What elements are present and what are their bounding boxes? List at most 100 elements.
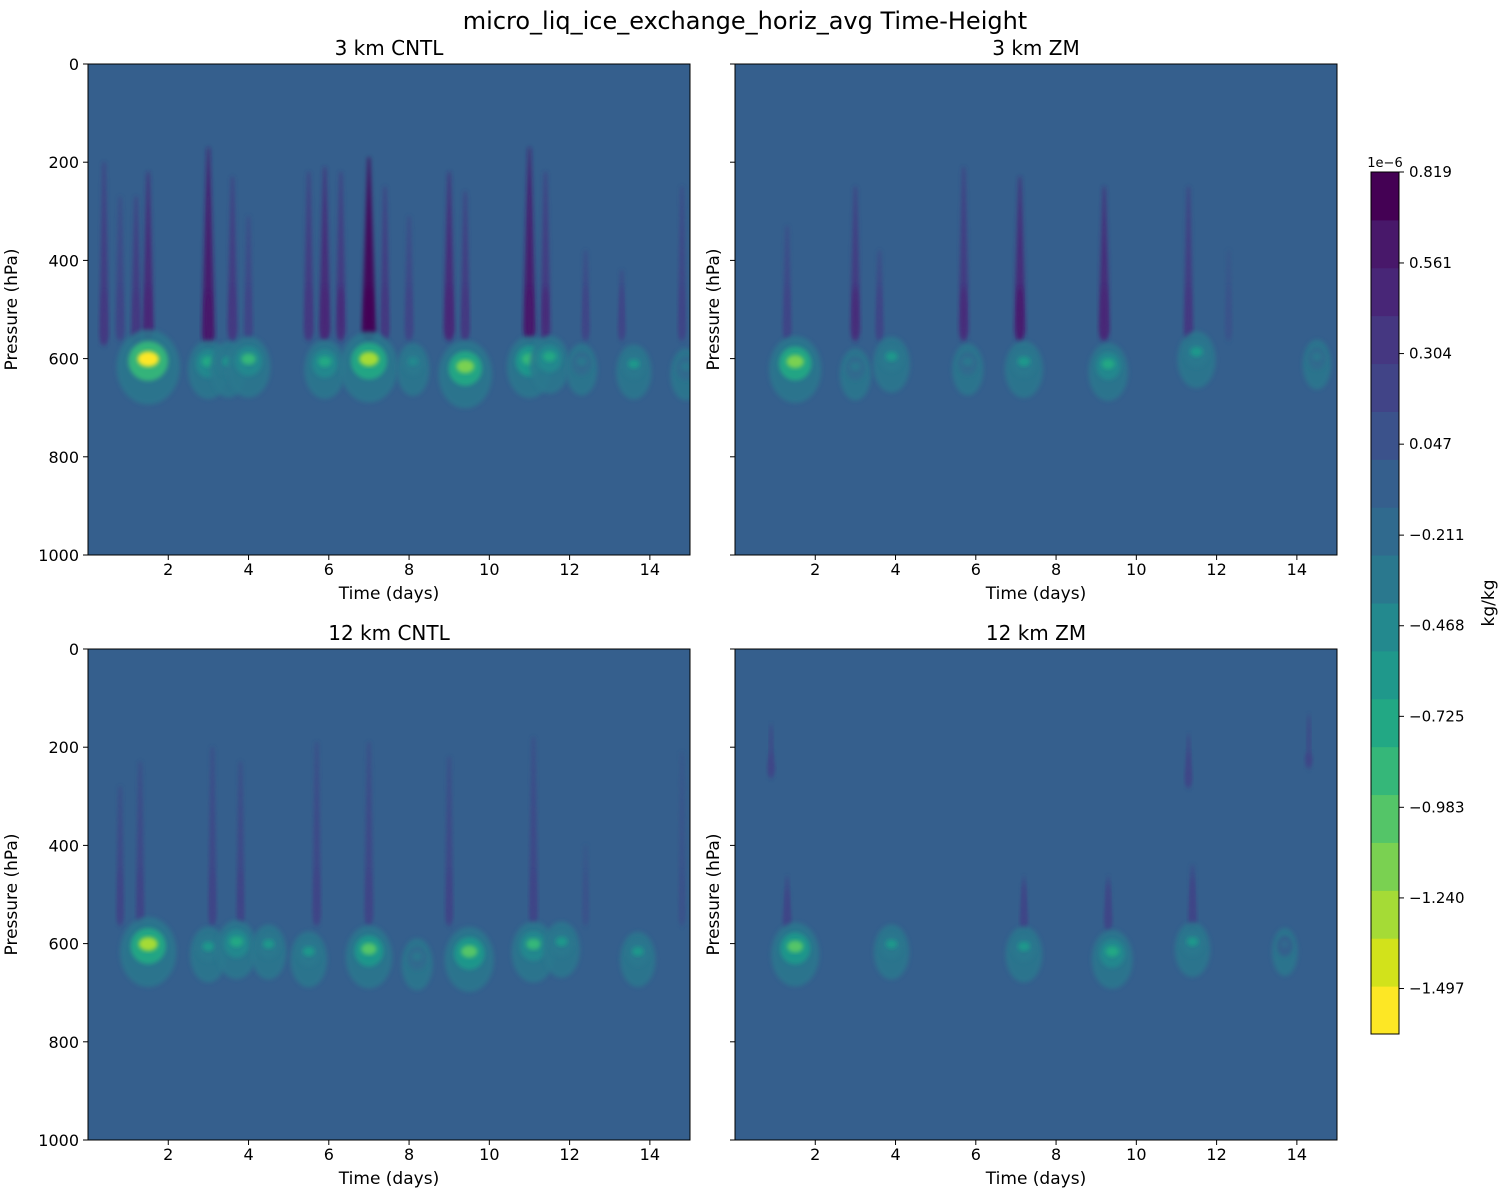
colorbar-level <box>1371 267 1399 317</box>
x-tick-label: 14 <box>640 560 660 579</box>
melt-core <box>1017 941 1030 952</box>
updraft-core <box>679 870 685 927</box>
updraft-streak <box>460 191 471 339</box>
figure-title: micro_liq_ice_exchange_horiz_avg Time-He… <box>463 7 1027 35</box>
contour-field <box>769 167 1332 404</box>
contour-field <box>767 713 1313 989</box>
colorbar-tick-label: 0.819 <box>1409 163 1452 181</box>
updraft-core <box>117 285 123 342</box>
y-tick-label: 800 <box>48 448 79 467</box>
melt-core <box>412 952 423 961</box>
updraft-core <box>210 870 215 927</box>
updraft-streak <box>958 167 970 339</box>
colorbar-level <box>1371 459 1399 508</box>
colorbar-level <box>1371 507 1399 556</box>
x-tick-label: 2 <box>810 1145 820 1164</box>
x-tick-label: 12 <box>1206 1145 1226 1164</box>
colorbar-level <box>1371 315 1399 365</box>
updraft-core <box>583 870 588 927</box>
melt-core <box>1105 946 1120 957</box>
y-axis-label: Pressure (hPa) <box>2 834 22 956</box>
x-tick-label: 2 <box>163 560 173 579</box>
y-axis-label: Pressure (hPa) <box>2 249 22 371</box>
melt-core <box>962 357 973 366</box>
updraft-core <box>784 285 790 342</box>
melt-core <box>885 351 898 362</box>
colorbar-level <box>1371 172 1399 221</box>
updraft-core <box>366 870 372 927</box>
y-tick-label: 600 <box>48 350 79 369</box>
x-tick-label: 4 <box>243 1145 253 1164</box>
updraft-core <box>1185 285 1192 342</box>
updraft-core <box>145 285 152 342</box>
x-axis-label: Time (days) <box>338 1169 439 1189</box>
updraft-streak <box>850 186 861 339</box>
y-axis-label: Pressure (hPa) <box>704 834 724 956</box>
panel-title: 3 km CNTL <box>335 36 445 60</box>
updraft-core <box>446 870 452 927</box>
updraft-streak <box>99 162 109 344</box>
updraft-core <box>137 870 143 927</box>
x-tick-label: 10 <box>479 560 499 579</box>
panel-title: 12 km CNTL <box>328 621 450 645</box>
colorbar-level <box>1371 363 1399 412</box>
melt-core <box>1312 352 1322 361</box>
contour-field <box>116 737 686 992</box>
melt-core <box>456 359 475 374</box>
x-tick-label: 12 <box>559 1145 579 1164</box>
y-tick-label: 800 <box>48 1033 79 1052</box>
updraft-core <box>305 285 312 342</box>
updraft-core <box>314 870 320 927</box>
updraft-core <box>1101 285 1108 342</box>
colorbar-level <box>1371 603 1399 652</box>
melt-core <box>628 359 640 369</box>
colorbar-tick-label: −1.497 <box>1409 980 1465 998</box>
updraft-core <box>768 723 774 780</box>
melt-core <box>361 943 377 955</box>
updraft-core <box>960 285 967 342</box>
panel-12km-cntl: 2 4 6 8 10 12 14 0 200 400 600 800 1000 12 km CNTL Tim… <box>2 621 691 1189</box>
colorbar-level <box>1371 938 1399 987</box>
plot-area <box>88 649 690 1140</box>
colorbar-tick-label: −0.211 <box>1409 526 1465 544</box>
updraft-core <box>406 285 412 342</box>
x-tick-label: 8 <box>1051 560 1061 579</box>
colorbar-multiplier: 1e−6 <box>1367 156 1402 171</box>
updraft-core <box>583 285 588 342</box>
x-tick-label: 14 <box>1287 1145 1307 1164</box>
updraft-streak <box>1098 186 1110 339</box>
x-tick-label: 8 <box>404 1145 414 1164</box>
updraft-core <box>531 870 536 927</box>
x-tick-label: 14 <box>640 1145 660 1164</box>
updraft-streak <box>303 172 314 339</box>
colorbar-level <box>1371 794 1399 843</box>
melt-core <box>543 351 557 362</box>
updraft-core <box>679 285 685 342</box>
x-axis-label: Time (days) <box>338 584 439 604</box>
updraft-core <box>852 285 859 342</box>
updraft-core <box>1190 875 1195 932</box>
x-tick-label: 14 <box>1287 560 1307 579</box>
colorbar-level <box>1371 746 1399 796</box>
melt-core <box>1101 358 1115 370</box>
updraft-core <box>382 285 388 342</box>
updraft-core <box>101 290 107 347</box>
updraft-streak <box>1013 176 1026 339</box>
plot-area <box>735 64 1337 555</box>
updraft-streak <box>380 186 390 339</box>
updraft-streak <box>335 172 347 339</box>
colorbar-tick-label: −1.240 <box>1409 889 1465 907</box>
y-tick-label: 200 <box>48 153 79 172</box>
x-tick-label: 2 <box>163 1145 173 1164</box>
x-tick-label: 6 <box>324 560 334 579</box>
y-tick-label: 0 <box>69 640 79 659</box>
melt-core <box>138 937 158 951</box>
y-tick-label: 200 <box>48 738 79 757</box>
updraft-streak <box>201 147 215 344</box>
colorbar-level <box>1371 698 1399 748</box>
updraft-streak <box>364 742 374 924</box>
updraft-core <box>337 285 344 342</box>
colorbar-tick-label: 0.561 <box>1409 254 1452 272</box>
melt-core <box>407 357 419 366</box>
